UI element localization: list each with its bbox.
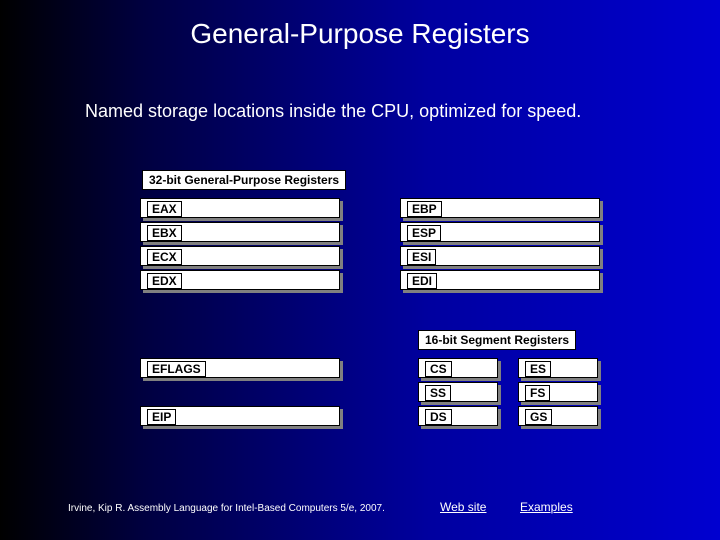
reg-ss: SS [418, 382, 498, 402]
reg-label: EBP [407, 201, 442, 217]
reg-eax: EAX [140, 198, 340, 218]
subtitle: Named storage locations inside the CPU, … [85, 100, 660, 123]
reg-label: GS [525, 409, 552, 425]
reg-label: CS [425, 361, 452, 377]
reg-label: ES [525, 361, 551, 377]
website-link[interactable]: Web site [440, 500, 486, 514]
reg-label: EDX [147, 273, 182, 289]
reg-esi: ESI [400, 246, 600, 266]
reg-label: ECX [147, 249, 182, 265]
reg-cs: CS [418, 358, 498, 378]
examples-link[interactable]: Examples [520, 500, 573, 514]
reg-ds: DS [418, 406, 498, 426]
section-label-16bit: 16-bit Segment Registers [418, 330, 576, 350]
reg-eflags: EFLAGS [140, 358, 340, 378]
reg-label: EBX [147, 225, 182, 241]
reg-fs: FS [518, 382, 598, 402]
reg-es: ES [518, 358, 598, 378]
reg-label: EFLAGS [147, 361, 206, 377]
reg-label: FS [525, 385, 550, 401]
reg-label: EIP [147, 409, 176, 425]
reg-eip: EIP [140, 406, 340, 426]
reg-label: EAX [147, 201, 182, 217]
reg-ebp: EBP [400, 198, 600, 218]
reg-ebx: EBX [140, 222, 340, 242]
section-label-32bit: 32-bit General-Purpose Registers [142, 170, 346, 190]
reg-edi: EDI [400, 270, 600, 290]
page-title: General-Purpose Registers [0, 0, 720, 50]
reg-ecx: ECX [140, 246, 340, 266]
reg-label: ESP [407, 225, 441, 241]
footer-citation: Irvine, Kip R. Assembly Language for Int… [68, 503, 385, 514]
reg-gs: GS [518, 406, 598, 426]
reg-label: SS [425, 385, 451, 401]
reg-label: ESI [407, 249, 436, 265]
reg-esp: ESP [400, 222, 600, 242]
reg-label: EDI [407, 273, 437, 289]
reg-label: DS [425, 409, 452, 425]
reg-edx: EDX [140, 270, 340, 290]
